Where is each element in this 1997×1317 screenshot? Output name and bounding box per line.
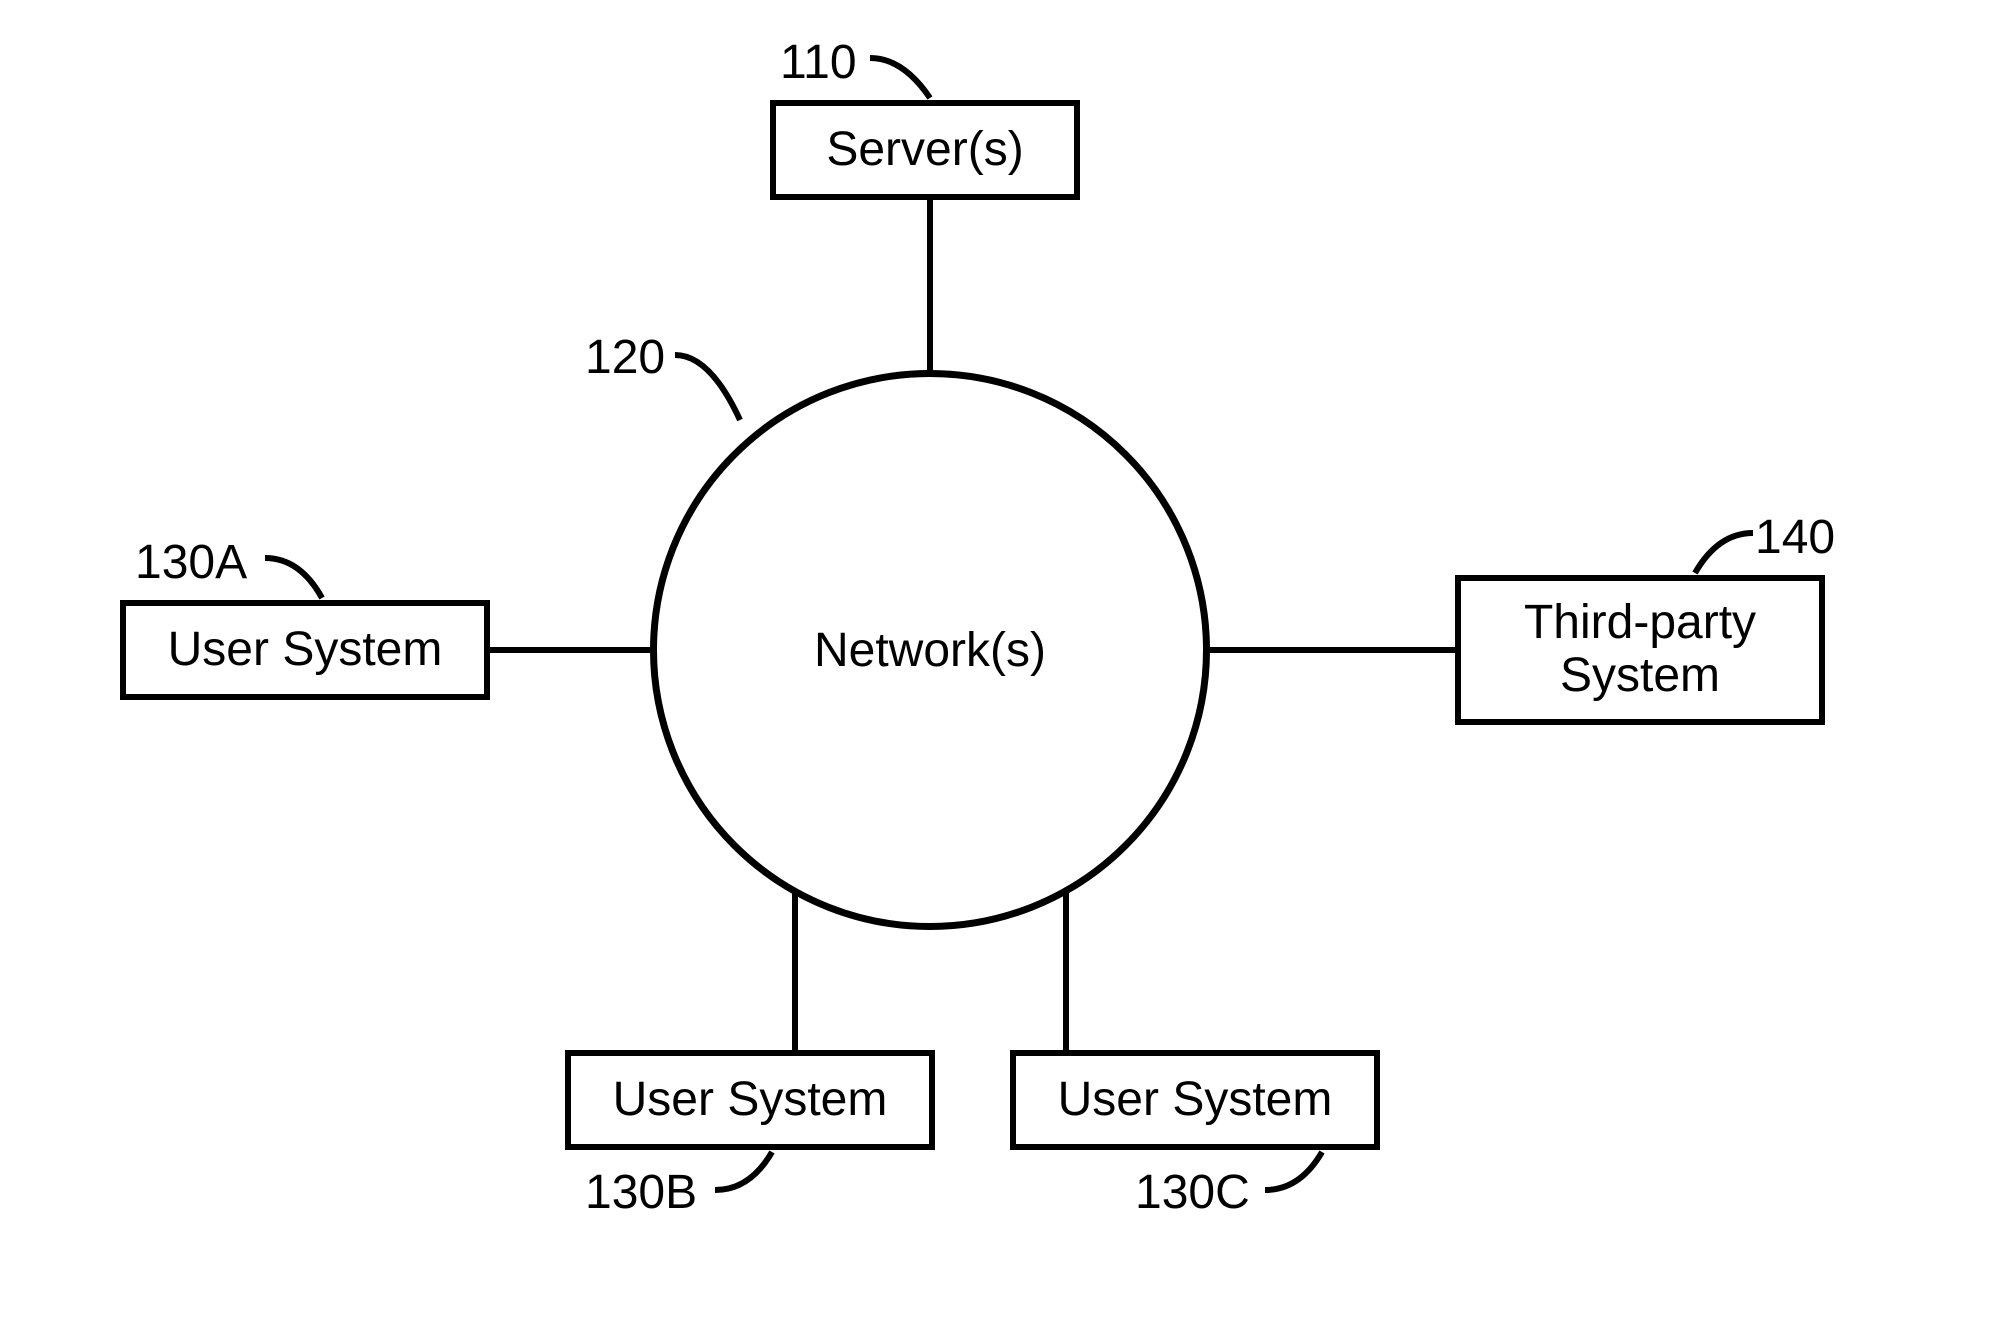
network-diagram: Network(s) Server(s) User System User Sy…: [0, 0, 1997, 1317]
leader-140: [0, 0, 1997, 1317]
